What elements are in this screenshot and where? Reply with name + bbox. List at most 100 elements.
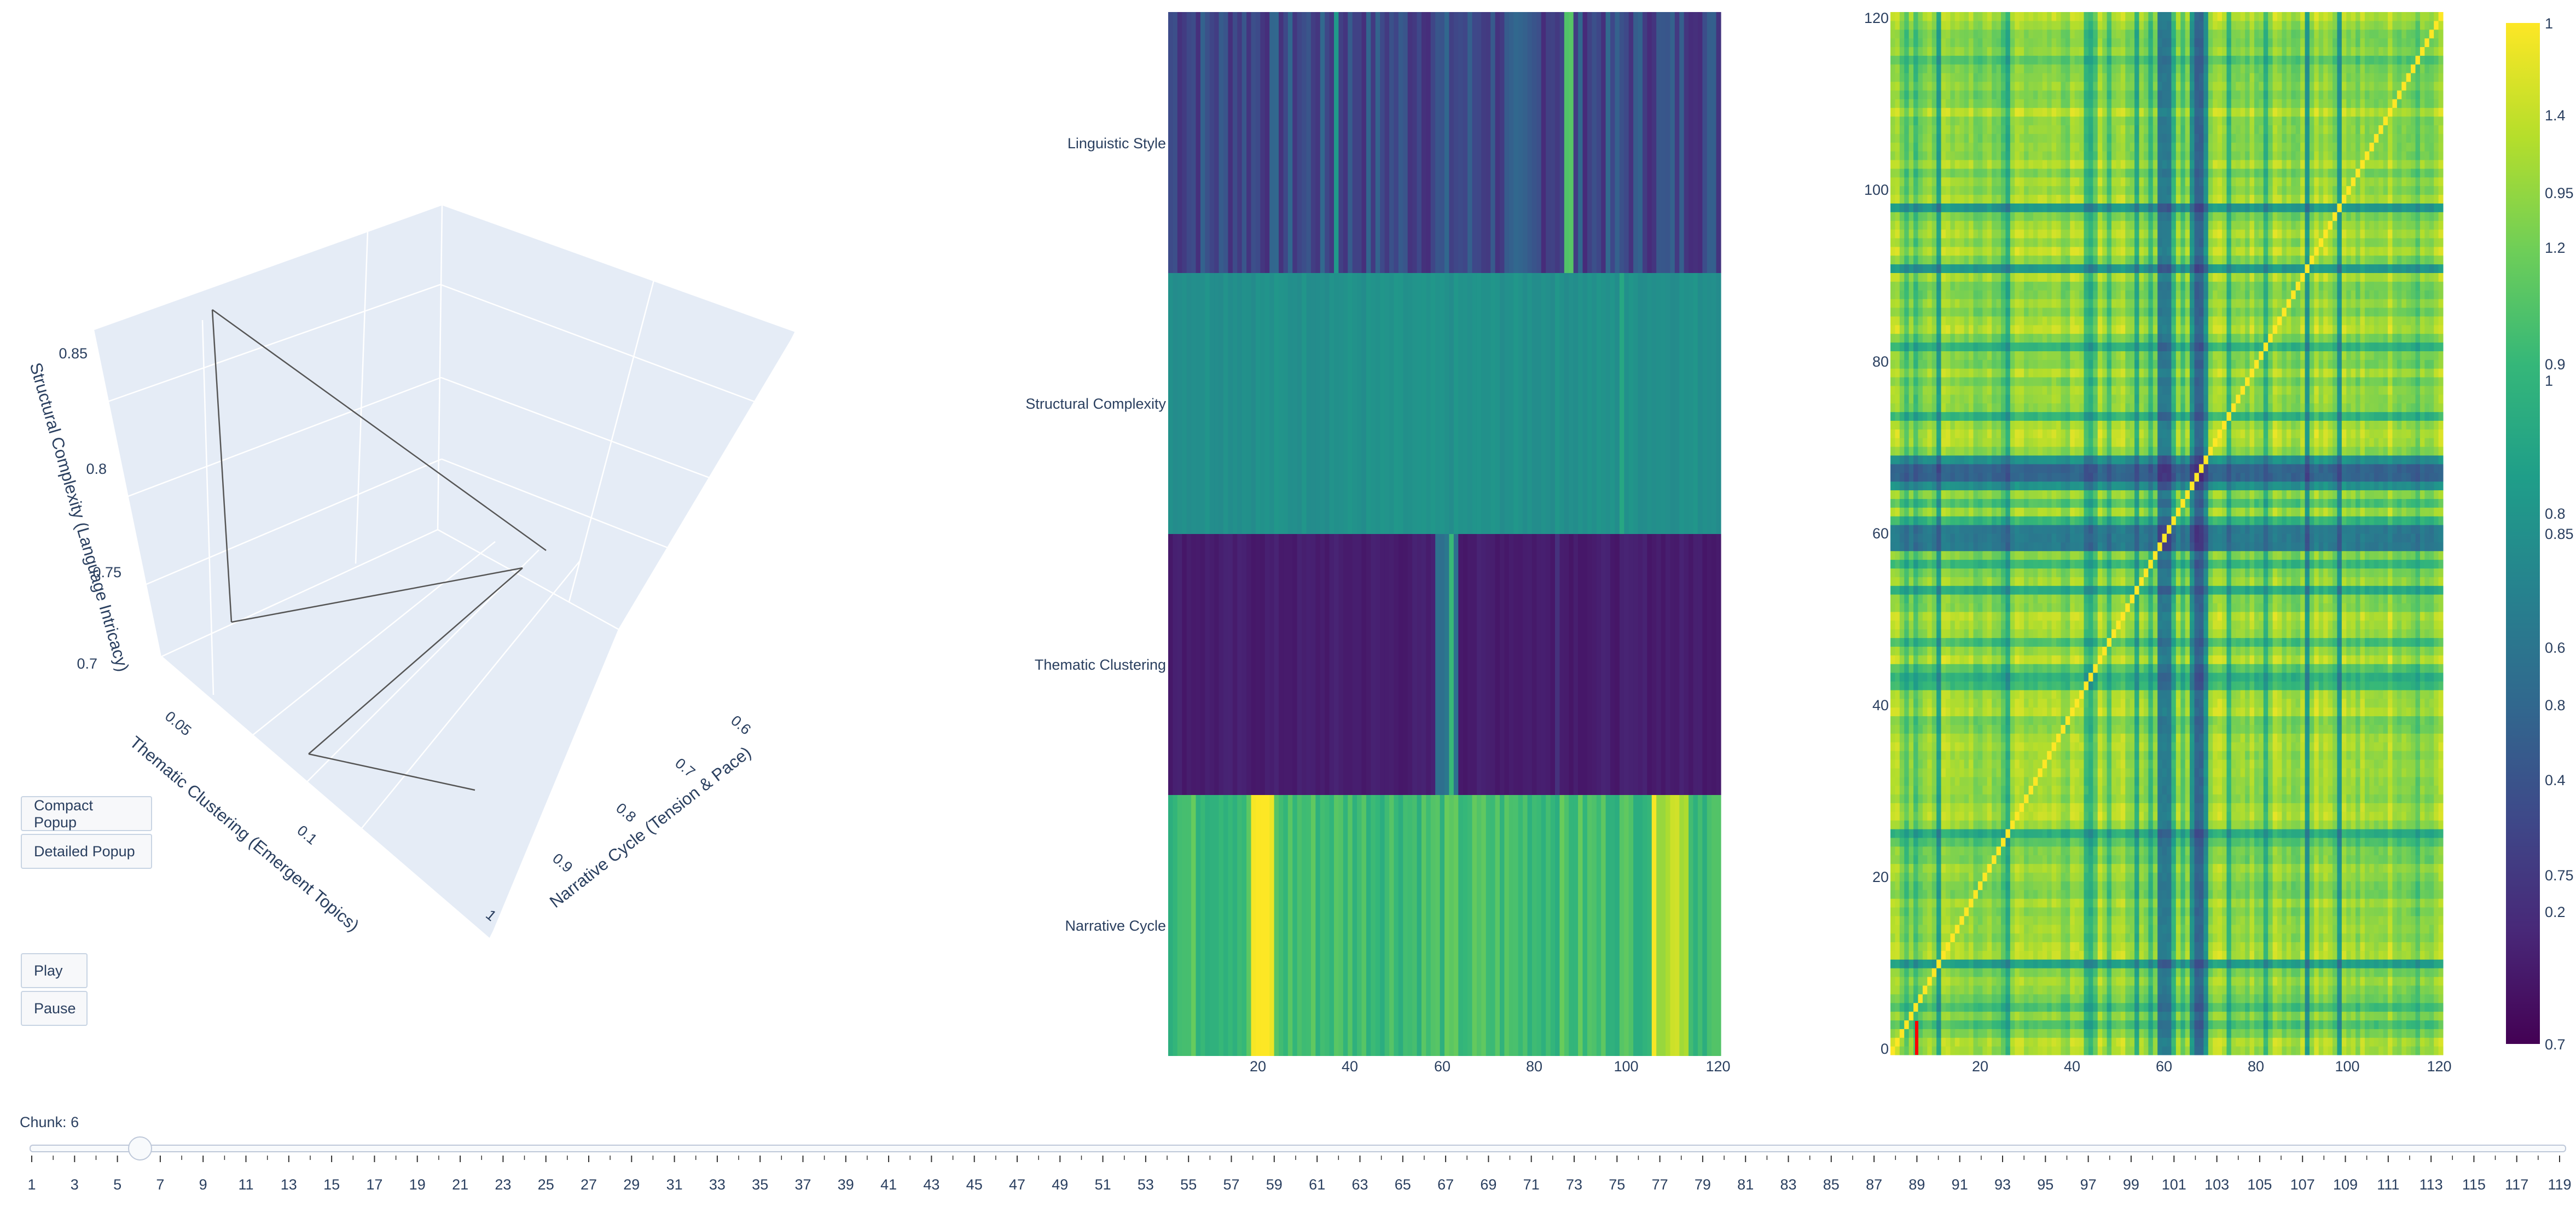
matrix-cell [2277,890,2282,898]
matrix-cell [2029,768,2034,777]
matrix-cell [2084,811,2089,820]
matrix-cell [2300,742,2305,751]
matrix-cell [2282,916,2287,925]
matrix-cell [2185,933,2190,942]
matrix-cell [1959,1029,1964,1037]
matrix-cell [2259,786,2264,794]
matrix-cell [2401,829,2406,838]
matrix-cell [1959,786,1964,794]
matrix-cell [2111,959,2116,968]
matrix-cell [2369,959,2374,968]
matrix-cell [2190,1037,2195,1046]
matrix-cell [2342,977,2347,985]
heatmap-cell [1205,534,1210,795]
matrix-cell [2383,786,2388,794]
matrix-cell [2084,950,2089,959]
matrix-cell [2328,838,2333,846]
matrix-cell [2075,898,2080,907]
matrix-cell [1932,786,1937,794]
matrix-cell [2038,1012,2043,1020]
matrix-cell [1959,898,1964,907]
matrix-cell [1932,977,1937,985]
matrix-cell [1918,907,1923,916]
matrix-cell [2190,759,2195,768]
matrix-cell [2075,820,2080,829]
matrix-cell [2203,768,2208,777]
matrix-cell [1913,864,1918,873]
matrix-cell [2107,907,2112,916]
matrix-cell [1918,777,1923,786]
matrix-cell [2010,768,2015,777]
matrix-cell [2277,872,2282,881]
matrix-cell [1946,742,1951,751]
matrix-cell [2392,881,2397,890]
matrix-cell [2093,1020,2098,1029]
matrix-cell [2231,942,2236,951]
matrix-cell [2052,803,2057,811]
matrix-cell [2236,855,2241,864]
matrix-cell [2130,794,2135,803]
matrix-cell [1913,933,1918,942]
matrix-cell [2070,820,2075,829]
matrix-cell [2314,890,2319,898]
matrix-cell [2300,733,2305,742]
matrix-cell [2111,898,2116,907]
matrix-cell [2282,959,2287,968]
matrix-cell [2319,890,2324,898]
matrix-cell [1955,959,1960,968]
matrix-cell [2125,803,2130,811]
matrix-cell [1900,768,1905,777]
matrix-cell [1987,898,1992,907]
matrix-cell [2434,838,2439,846]
matrix-cell [2084,1037,2089,1046]
matrix-cell [2139,959,2144,968]
matrix-cell [2300,820,2305,829]
matrix-cell [2125,838,2130,846]
heatmap-cell [1555,534,1560,795]
matrix-cell [2420,872,2425,881]
matrix-cell [1955,1046,1960,1055]
matrix-cell [2157,829,2162,838]
matrix-cell [2052,968,2057,977]
matrix-cell [2411,742,2416,751]
matrix-cell [1936,925,1941,933]
matrix-cell [1964,733,1969,742]
heatmap-cell [1168,12,1173,273]
matrix-cell [2130,820,2135,829]
matrix-cell [1964,994,1969,1003]
matrix-cell [1969,794,1974,803]
matrix-cell [2056,733,2061,742]
heatmap-cell [1606,12,1611,273]
matrix-cell [2195,933,2200,942]
matrix-cell [2038,898,2043,907]
matrix-cell [2351,777,2356,786]
heatmap-cell [1292,12,1297,273]
matrix-cell [2111,872,2116,881]
matrix-cell [1895,1046,1900,1055]
matrix-cell [2346,742,2351,751]
matrix-cell [2226,925,2231,933]
heatmap-cell [1251,12,1256,273]
matrix-cell [2424,1003,2429,1012]
matrix-cell [2378,864,2383,873]
heatmap-cell [1214,12,1219,273]
matrix-cell [2296,768,2301,777]
matrix-cell [2015,724,2020,733]
matrix-cell [2070,811,2075,820]
matrix-cell [2226,994,2231,1003]
matrix-cell [2236,733,2241,742]
feature-heatmap[interactable]: Linguistic Style Structural Complexity T… [1025,12,1730,1075]
matrix-cell [2157,942,2162,951]
matrix-cell [1964,977,1969,985]
matrix-cell [2282,950,2287,959]
matrix-cell [1923,985,1928,994]
matrix-cell [2383,950,2388,959]
matrix-cell [2084,977,2089,985]
matrix-cell [2107,933,2112,942]
matrix-cell [2392,751,2397,759]
matrix-cell [2024,890,2029,898]
matrix-cell [2245,959,2250,968]
similarity-heatmap[interactable]: 120 100 80 60 40 20 0 20 40 60 80 100 12… [1864,10,2452,1075]
matrix-cell [1969,916,1974,925]
heatmap-cell [1647,273,1652,534]
